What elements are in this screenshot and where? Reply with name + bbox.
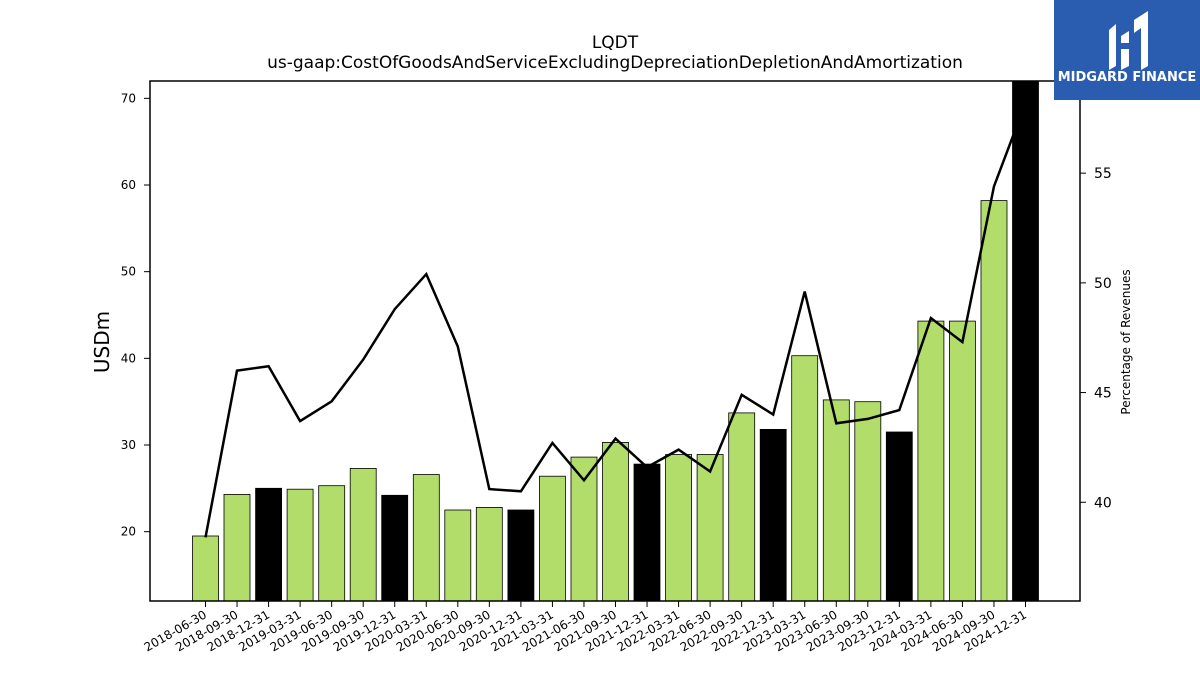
- y-tick-label: 50: [121, 265, 136, 279]
- y2-axis-label: Percentage of Revenues: [1119, 269, 1133, 414]
- y-tick-label: 70: [121, 91, 136, 105]
- y-tick-label: 20: [121, 525, 136, 539]
- bar: [980, 200, 1008, 602]
- y-tick-label: 60: [121, 178, 136, 192]
- y-tick-label: 30: [121, 438, 136, 452]
- bar: [854, 401, 882, 602]
- bar: [791, 355, 819, 602]
- bar: [602, 441, 629, 602]
- axes-layer: 203040506070404550552018-06-302018-09-30…: [121, 91, 1112, 654]
- bar: [223, 493, 251, 602]
- bar: [475, 506, 503, 602]
- y-tick-label: 40: [121, 351, 136, 365]
- chart-title: LQDT: [592, 33, 639, 53]
- line-layer: [204, 102, 1027, 538]
- bar: [1012, 80, 1039, 602]
- bar: [412, 474, 440, 602]
- series-line: [204, 102, 1027, 538]
- logo-text: MIDGARD FINANCE: [1058, 70, 1197, 85]
- bar: [728, 412, 756, 602]
- y-axis-label: USDm: [90, 311, 114, 373]
- bar: [255, 487, 283, 602]
- chart-subtitle: us-gaap:CostOfGoodsAndServiceExcludingDe…: [267, 53, 963, 73]
- bar: [885, 431, 913, 602]
- y2-tick-label: 50: [1094, 276, 1112, 292]
- bar: [822, 399, 850, 602]
- bar: [444, 509, 472, 602]
- bar: [539, 475, 566, 602]
- bar: [381, 494, 409, 602]
- bar: [349, 467, 377, 602]
- bar: [507, 509, 535, 602]
- bar: [318, 485, 346, 602]
- y2-tick-label: 45: [1094, 386, 1112, 402]
- bar: [696, 454, 724, 602]
- logo-mark-icon: [1109, 11, 1148, 70]
- bars-layer: [192, 80, 1039, 602]
- bar: [192, 535, 219, 602]
- y2-tick-label: 55: [1094, 166, 1112, 182]
- y2-tick-label: 40: [1094, 495, 1112, 511]
- bar: [286, 488, 314, 602]
- bar: [759, 428, 787, 602]
- logo: MIDGARD FINANCE: [1054, 0, 1200, 100]
- bar: [917, 320, 945, 602]
- bar: [633, 463, 661, 602]
- plot-frame: [149, 80, 1081, 602]
- bar: [665, 454, 692, 602]
- bar: [949, 320, 976, 602]
